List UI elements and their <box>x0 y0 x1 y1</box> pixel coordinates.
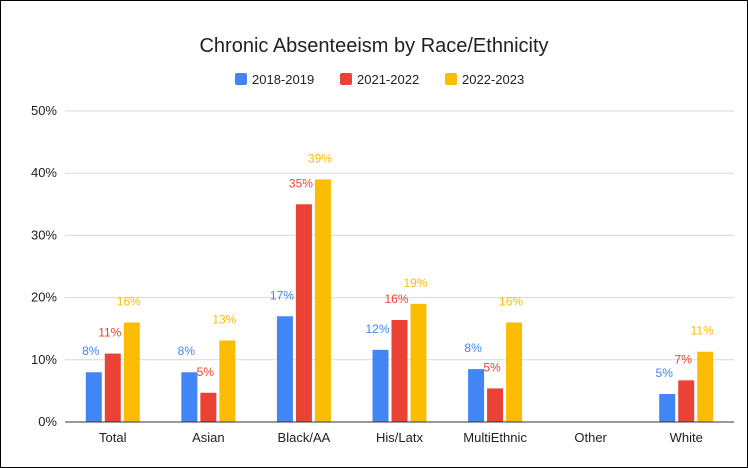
data-label: 8% <box>178 344 196 358</box>
bar <box>123 322 140 422</box>
data-label: 8% <box>82 344 100 358</box>
x-axis-ticks: Total Asian Black/AA His/Latx MultiEthnic Oth… <box>99 430 703 445</box>
data-label: 12% <box>365 322 389 336</box>
x-tick-label: Total <box>99 430 127 445</box>
bar <box>468 369 485 422</box>
y-tick-label: 10% <box>31 352 57 367</box>
legend-swatch <box>235 73 247 85</box>
x-tick-label: Asian <box>192 430 225 445</box>
bar <box>276 316 293 422</box>
legend-label: 2021-2022 <box>357 72 419 87</box>
legend-swatch <box>445 73 457 85</box>
bar <box>200 392 217 422</box>
bar <box>85 372 102 422</box>
bar <box>678 380 695 422</box>
data-label: 5% <box>656 366 674 380</box>
data-label: 16% <box>499 294 523 308</box>
bar <box>487 388 504 422</box>
bar <box>104 353 121 422</box>
legend-label: 2022-2023 <box>462 72 524 87</box>
data-label: 11% <box>98 326 121 340</box>
data-label: 5% <box>483 360 501 374</box>
bar <box>295 204 312 422</box>
bar <box>181 372 198 422</box>
data-labels: 8%11%16%8%5%13%17%35%39%12%16%19%8%5%16%… <box>82 151 714 380</box>
bar <box>410 303 427 422</box>
bar <box>372 349 389 422</box>
y-axis-ticks: 0% 10% 20% 30% 40% 50% <box>31 103 57 429</box>
bar <box>697 351 714 422</box>
data-label: 7% <box>675 352 693 366</box>
x-tick-label: White <box>670 430 703 445</box>
bar <box>314 179 331 422</box>
y-tick-label: 20% <box>31 290 57 305</box>
bars <box>85 179 714 422</box>
data-label: 8% <box>464 341 482 355</box>
data-label: 19% <box>403 276 427 290</box>
x-tick-label: Black/AA <box>278 430 331 445</box>
bar <box>659 394 676 422</box>
gridlines <box>65 110 734 361</box>
bar <box>506 322 523 422</box>
data-label: 5% <box>197 365 215 379</box>
y-tick-label: 0% <box>38 414 57 429</box>
data-label: 16% <box>117 294 141 308</box>
legend: 2018-2019 2021-2022 2022-2023 <box>235 72 524 87</box>
data-label: 17% <box>270 288 294 302</box>
bar <box>391 319 408 422</box>
bar <box>219 340 236 422</box>
y-tick-label: 30% <box>31 227 57 242</box>
data-label: 35% <box>289 176 313 190</box>
y-tick-label: 50% <box>31 103 57 118</box>
y-tick-label: 40% <box>31 165 57 180</box>
x-tick-label: His/Latx <box>376 430 423 445</box>
legend-swatch <box>340 73 352 85</box>
x-tick-label: MultiEthnic <box>463 430 527 445</box>
chart-title: Chronic Absenteeism by Race/Ethnicity <box>199 35 548 57</box>
data-label: 39% <box>308 151 332 165</box>
data-label: 13% <box>212 313 236 327</box>
legend-label: 2018-2019 <box>252 72 314 87</box>
data-label: 11% <box>691 324 714 338</box>
x-tick-label: Other <box>574 430 607 445</box>
data-label: 16% <box>384 292 408 306</box>
